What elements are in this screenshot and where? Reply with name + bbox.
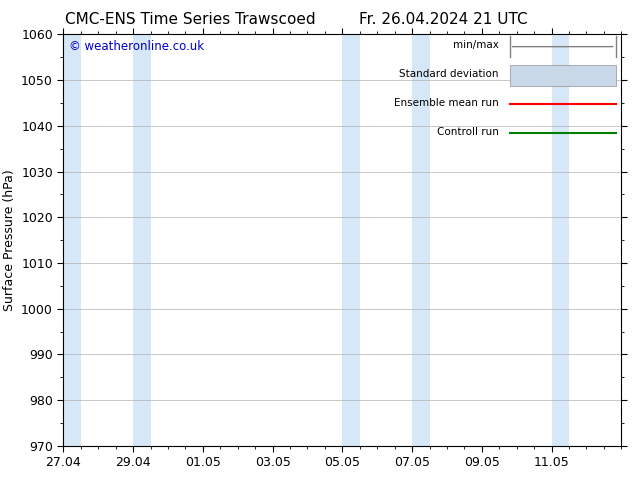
FancyBboxPatch shape xyxy=(510,65,616,86)
Bar xyxy=(412,34,430,446)
Text: min/max: min/max xyxy=(453,41,498,50)
Text: CMC-ENS Time Series Trawscoed: CMC-ENS Time Series Trawscoed xyxy=(65,12,316,27)
Text: Standard deviation: Standard deviation xyxy=(399,69,498,79)
Text: Ensemble mean run: Ensemble mean run xyxy=(394,98,498,108)
Text: Fr. 26.04.2024 21 UTC: Fr. 26.04.2024 21 UTC xyxy=(359,12,528,27)
Bar xyxy=(133,34,150,446)
Bar xyxy=(552,34,569,446)
Text: Controll run: Controll run xyxy=(437,127,498,137)
Text: © weatheronline.co.uk: © weatheronline.co.uk xyxy=(69,41,204,53)
Bar xyxy=(342,34,360,446)
Bar xyxy=(63,34,81,446)
Y-axis label: Surface Pressure (hPa): Surface Pressure (hPa) xyxy=(3,169,16,311)
